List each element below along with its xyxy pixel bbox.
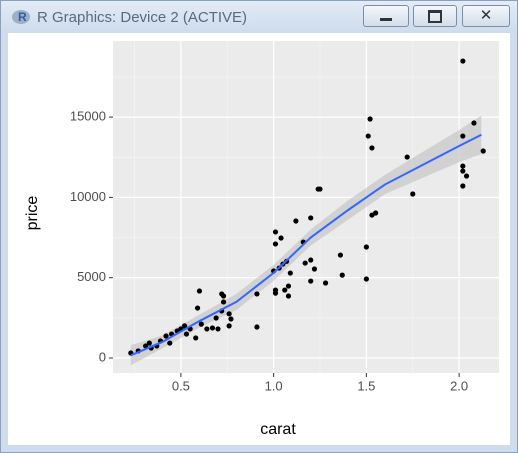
point bbox=[183, 331, 190, 337]
point bbox=[367, 116, 373, 122]
point bbox=[220, 299, 227, 305]
point bbox=[480, 148, 486, 154]
point bbox=[460, 163, 466, 169]
y-axis-title: price bbox=[24, 196, 41, 231]
point bbox=[373, 210, 379, 216]
point bbox=[167, 340, 173, 346]
point bbox=[460, 58, 466, 64]
point bbox=[317, 186, 323, 192]
point bbox=[226, 311, 232, 317]
point bbox=[460, 183, 466, 189]
point bbox=[272, 229, 279, 235]
title-bar: R R Graphics: Device 2 (ACTIVE) ✕ bbox=[1, 1, 517, 33]
point bbox=[363, 244, 369, 250]
point bbox=[196, 288, 203, 294]
point bbox=[226, 323, 232, 329]
point bbox=[278, 235, 284, 241]
panel bbox=[113, 41, 499, 373]
maximize-button[interactable] bbox=[413, 5, 457, 27]
point bbox=[471, 120, 477, 126]
point bbox=[146, 340, 152, 346]
point bbox=[204, 326, 210, 332]
x-axis-title: carat bbox=[260, 421, 296, 438]
point bbox=[463, 173, 470, 179]
graphics-device: carat price 0 5000 10000 15000 0.5 1.0 1.5 2.0 bbox=[8, 33, 510, 445]
point bbox=[363, 276, 369, 282]
confidence-band bbox=[130, 115, 482, 366]
x-tick-label: 1.0 bbox=[265, 378, 283, 393]
point bbox=[339, 272, 345, 278]
x-tick-label: 2.0 bbox=[450, 378, 468, 393]
point bbox=[272, 290, 279, 296]
window-title: R Graphics: Device 2 (ACTIVE) bbox=[37, 9, 248, 26]
y-tick-label: 0 bbox=[99, 349, 106, 364]
point bbox=[193, 335, 199, 341]
point bbox=[213, 315, 219, 321]
point bbox=[308, 215, 314, 221]
x-tick-label: 0.5 bbox=[172, 378, 190, 393]
point bbox=[254, 324, 260, 330]
point bbox=[254, 291, 260, 297]
smooth-line bbox=[130, 133, 482, 357]
point bbox=[282, 287, 288, 293]
point bbox=[302, 260, 308, 266]
point bbox=[322, 280, 329, 286]
point bbox=[215, 326, 221, 332]
point bbox=[337, 252, 344, 258]
point bbox=[369, 145, 375, 151]
point bbox=[287, 270, 293, 276]
point bbox=[308, 278, 314, 284]
point bbox=[198, 321, 204, 327]
point bbox=[404, 154, 410, 160]
point bbox=[143, 343, 149, 349]
point bbox=[209, 325, 216, 331]
point bbox=[228, 316, 234, 322]
point bbox=[163, 333, 169, 339]
point bbox=[285, 283, 292, 289]
point bbox=[181, 323, 188, 329]
point bbox=[194, 305, 201, 311]
point bbox=[272, 241, 279, 247]
point bbox=[311, 266, 318, 272]
x-tick-label: 1.5 bbox=[357, 378, 375, 393]
point bbox=[410, 191, 416, 197]
point bbox=[365, 133, 371, 139]
y-tick-label: 5000 bbox=[77, 269, 106, 284]
y-tick-label: 15000 bbox=[70, 109, 106, 124]
y-tick-label: 10000 bbox=[70, 189, 106, 204]
point bbox=[460, 133, 466, 139]
minimize-button[interactable] bbox=[363, 5, 409, 27]
point bbox=[460, 168, 466, 174]
svg-text:R: R bbox=[18, 10, 27, 24]
close-button[interactable]: ✕ bbox=[462, 5, 510, 27]
chart: carat price 0 5000 10000 15000 0.5 1.0 1.5 2.0 bbox=[24, 41, 499, 438]
point bbox=[220, 293, 227, 299]
point bbox=[308, 257, 314, 263]
point bbox=[285, 293, 292, 299]
r-icon: R bbox=[12, 10, 30, 24]
point bbox=[293, 218, 299, 224]
